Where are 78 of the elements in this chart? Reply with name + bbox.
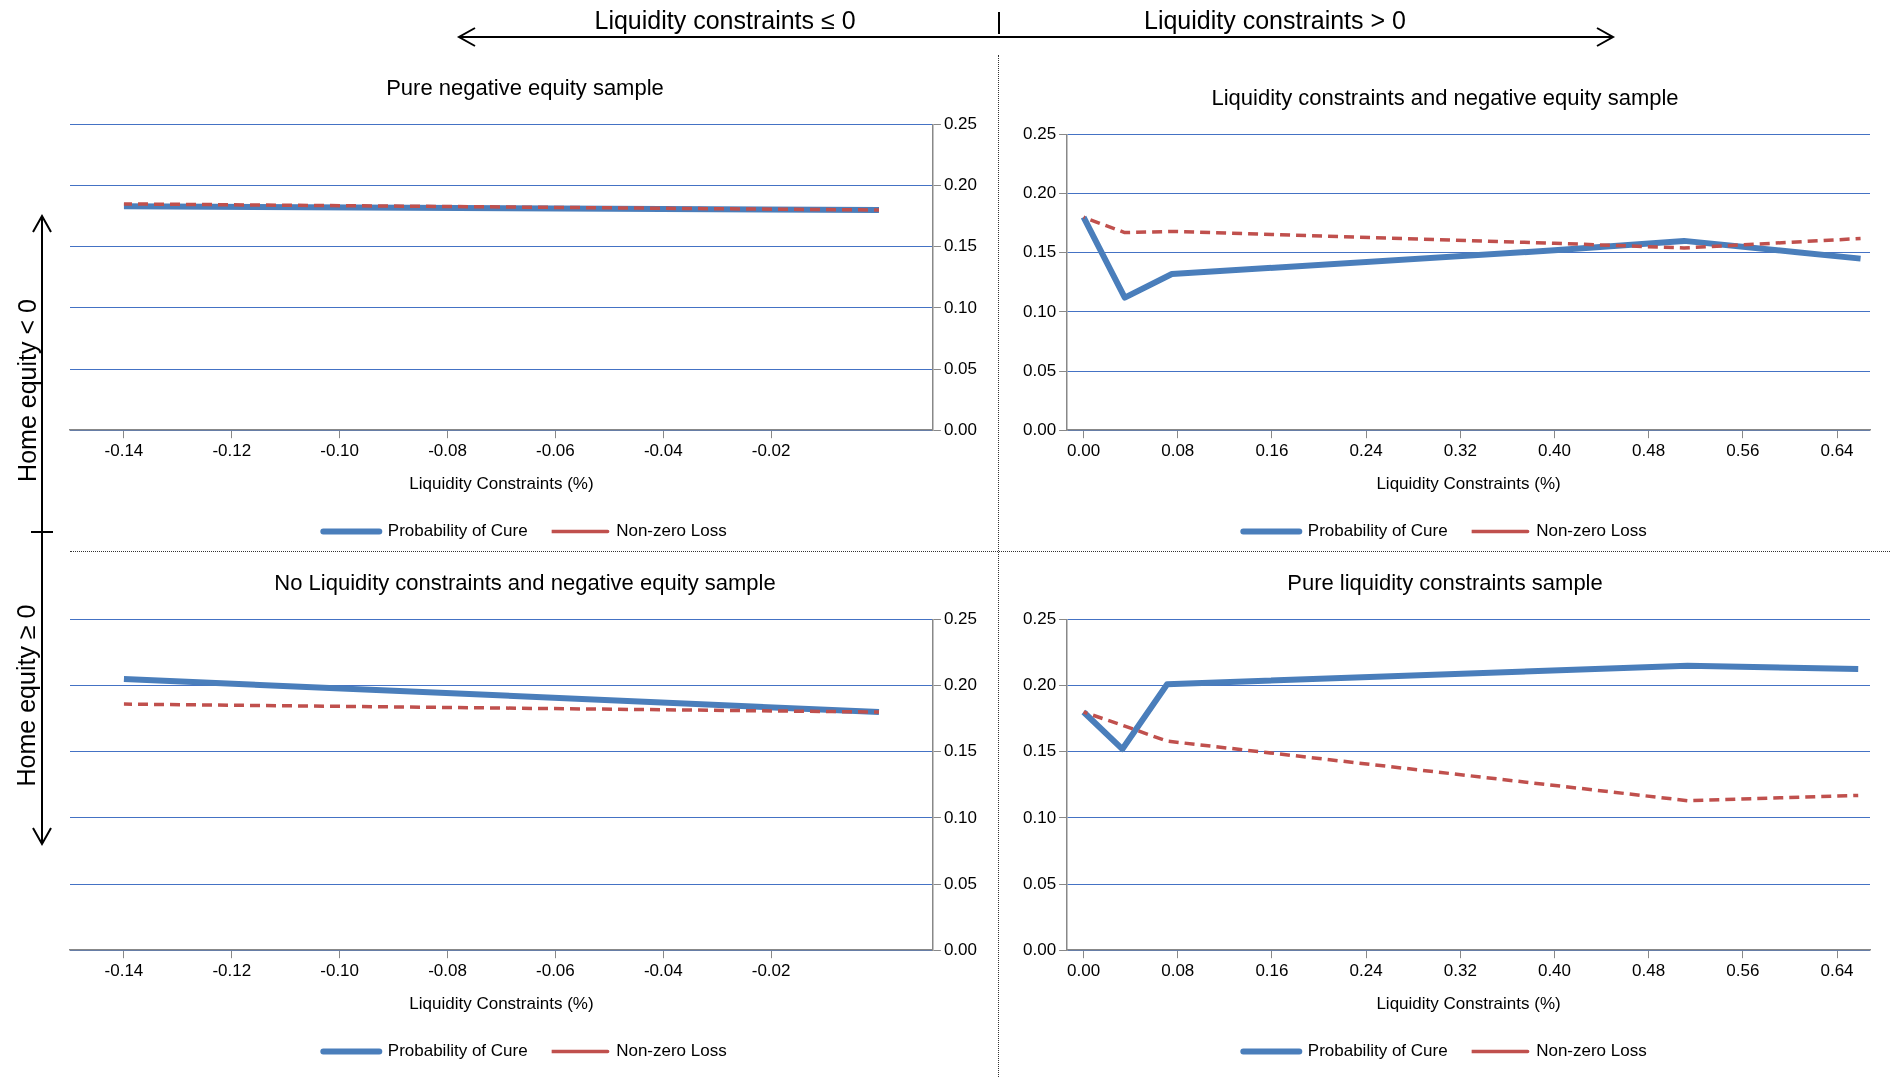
y-tick-label: 0.05 [1022, 360, 1057, 380]
x-tick-label: -0.02 [751, 441, 791, 461]
x-tick-label: -0.14 [104, 441, 144, 461]
y-tick-label: 0.20 [943, 675, 978, 695]
x-axis-title: Liquidity Constraints (%) [409, 994, 594, 1014]
x-tick-label: 0.16 [1255, 441, 1289, 461]
x-tick-label: -0.14 [104, 961, 144, 981]
y-tick-label: 0.25 [1022, 124, 1057, 144]
y-tick-label: 0.00 [1022, 419, 1057, 439]
y-tick-label: 0.05 [943, 873, 978, 893]
x-tick-label: 0.64 [1820, 961, 1854, 981]
y-tick-label: 0.20 [1022, 183, 1057, 203]
chart-title: No Liquidity constraints and negative equity sample [274, 570, 776, 596]
x-tick-label: -0.12 [212, 441, 252, 461]
x-tick-label: 0.00 [1067, 961, 1101, 981]
x-axis-title: Liquidity Constraints (%) [409, 474, 594, 494]
legend-label: Probability of Cure [1307, 1041, 1448, 1061]
x-tick-label: -0.10 [320, 961, 360, 981]
legend-label: Non-zero Loss [616, 1041, 727, 1061]
x-tick-label: -0.02 [751, 961, 791, 981]
chart-title: Pure liquidity constraints sample [1287, 570, 1603, 596]
legend-label: Probability of Cure [1307, 521, 1448, 541]
y-tick-label: 0.20 [1022, 675, 1057, 695]
x-tick-label: -0.04 [643, 961, 683, 981]
x-tick-label: -0.08 [428, 441, 467, 461]
x-tick-label: -0.06 [536, 441, 575, 461]
x-tick-label: 0.64 [1820, 441, 1854, 461]
x-tick-label: 0.48 [1632, 961, 1666, 981]
y-tick-label: 0.10 [943, 807, 978, 827]
line-series [1081, 710, 1860, 803]
legend-label: Non-zero Loss [1536, 521, 1647, 541]
y-tick-label: 0.15 [943, 236, 978, 256]
y-tick-label: 0.25 [943, 609, 978, 629]
x-tick-label: 0.32 [1443, 441, 1477, 461]
line-series [1081, 215, 1863, 250]
x-tick-label: 0.56 [1726, 441, 1760, 461]
x-tick-label: 0.48 [1632, 441, 1666, 461]
legend-label: Non-zero Loss [1536, 1041, 1647, 1061]
x-tick-label: 0.16 [1255, 961, 1289, 981]
x-tick-label: -0.10 [320, 441, 360, 461]
y-tick-label: 0.25 [1022, 609, 1057, 629]
legend-label: Probability of Cure [387, 1041, 528, 1061]
x-tick-label: -0.12 [212, 961, 252, 981]
x-axis-title: Liquidity Constraints (%) [1376, 474, 1561, 494]
x-tick-label: 0.24 [1349, 441, 1383, 461]
x-tick-label: 0.32 [1443, 961, 1477, 981]
legend-label: Non-zero Loss [616, 521, 727, 541]
y-tick-label: 0.10 [1022, 807, 1057, 827]
y-tick-label: 0.05 [943, 358, 978, 378]
x-tick-label: 0.00 [1067, 441, 1101, 461]
x-axis-title: Liquidity Constraints (%) [1376, 994, 1561, 1014]
text: Liquidity constraints ≤ 0 [594, 5, 856, 35]
y-tick-label: 0.10 [1022, 301, 1057, 321]
chart-title: Pure negative equity sample [386, 75, 664, 101]
x-tick-label: -0.04 [643, 441, 683, 461]
x-tick-label: 0.56 [1726, 961, 1760, 981]
y-tick-label: 0.25 [943, 114, 978, 134]
y-tick-label: 0.00 [943, 419, 978, 439]
y-tick-label: 0.10 [943, 297, 978, 317]
x-tick-label: 0.08 [1161, 961, 1195, 981]
legend-label: Probability of Cure [387, 521, 528, 541]
x-tick-label: -0.08 [428, 961, 467, 981]
y-tick-label: 0.15 [1022, 741, 1057, 761]
chart-title: Liquidity constraints and negative equity sample [1211, 85, 1679, 111]
x-tick-label: 0.40 [1537, 961, 1572, 981]
y-tick-label: 0.00 [1022, 939, 1057, 959]
text: Home equity < 0 [12, 298, 42, 482]
y-tick-label: 0.05 [1022, 873, 1057, 893]
y-tick-label: 0.15 [943, 741, 978, 761]
text: Liquidity constraints > 0 [1144, 5, 1406, 35]
y-tick-label: 0.15 [1022, 242, 1057, 262]
text: Home equity ≥ 0 [12, 604, 42, 786]
y-tick-label: 0.00 [943, 939, 978, 959]
x-tick-label: 0.08 [1161, 441, 1195, 461]
x-tick-label: 0.40 [1537, 441, 1572, 461]
y-tick-label: 0.20 [943, 175, 978, 195]
x-tick-label: -0.06 [536, 961, 575, 981]
x-tick-label: 0.24 [1349, 961, 1383, 981]
